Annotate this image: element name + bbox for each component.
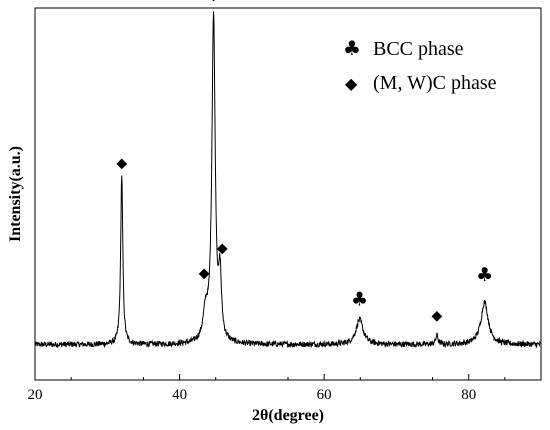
y-axis-label: Intensity(a.u.)	[7, 146, 24, 242]
diamond-peak-marker: ◆	[199, 265, 210, 281]
club-peak-marker: ♣	[476, 264, 493, 286]
xrd-pattern-line	[34, 11, 542, 349]
x-tick-label: 80	[461, 387, 476, 403]
x-tick-label: 20	[28, 387, 43, 403]
legend: ♣ BCC phase ◆ (M, W)C phase	[343, 36, 497, 94]
x-axis-label: 2θ(degree)	[252, 407, 324, 424]
diamond-peak-marker: ◆	[217, 240, 228, 256]
diamond-peak-marker: ◆	[432, 308, 443, 324]
x-tick-label: 40	[172, 387, 187, 403]
peak-markers: ◆ ◆ ♣ ◆ ♣ ◆ ♣	[116, 0, 493, 324]
legend-club-symbol: ♣	[343, 36, 361, 60]
x-tick-label: 60	[317, 387, 332, 403]
club-peak-marker: ♣	[205, 0, 222, 6]
legend-label-mwc: (M, W)C phase	[373, 72, 497, 94]
club-peak-marker: ♣	[351, 289, 368, 311]
diamond-peak-marker: ◆	[116, 155, 127, 171]
legend-label-bcc: BCC phase	[373, 38, 464, 60]
legend-diamond-symbol: ◆	[345, 74, 358, 93]
x-axis-ticks: 20 40 60 80	[28, 374, 506, 403]
plot-frame	[34, 7, 542, 381]
